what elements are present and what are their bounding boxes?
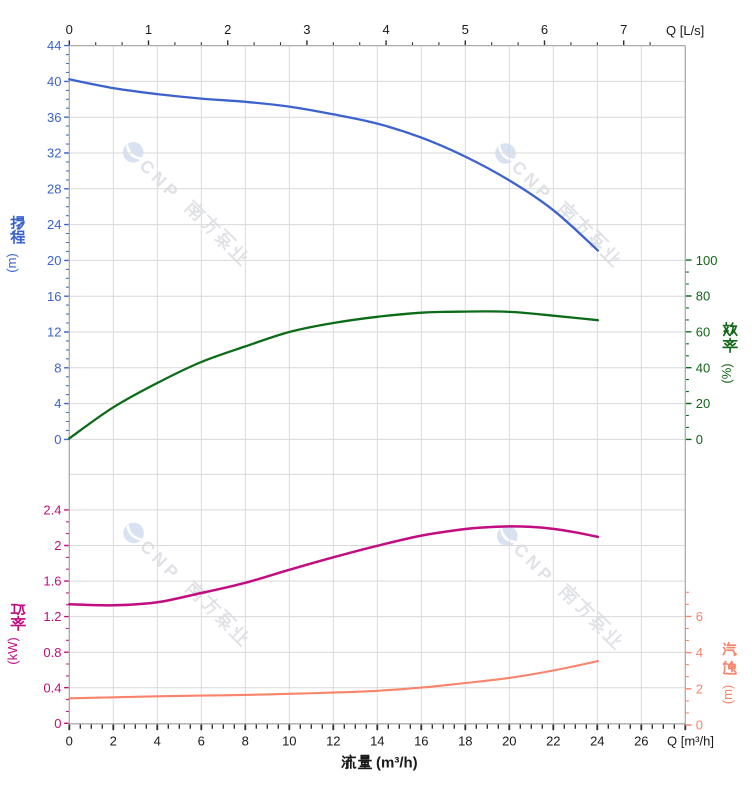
svg-text:18: 18: [458, 734, 472, 749]
svg-text:12: 12: [326, 734, 340, 749]
svg-text:4: 4: [54, 396, 61, 411]
svg-text:20: 20: [502, 734, 516, 749]
svg-text:20: 20: [47, 253, 61, 268]
svg-text:6: 6: [696, 609, 703, 624]
svg-text:40: 40: [696, 360, 710, 375]
svg-text:0: 0: [54, 716, 61, 731]
svg-text:14: 14: [370, 734, 384, 749]
svg-text:22: 22: [546, 734, 560, 749]
svg-text:8: 8: [54, 360, 61, 375]
svg-text:0: 0: [66, 22, 73, 37]
svg-text:16: 16: [414, 734, 428, 749]
svg-text:(%): (%): [719, 363, 734, 383]
svg-text:8: 8: [242, 734, 249, 749]
svg-text:32: 32: [47, 146, 61, 161]
svg-text:80: 80: [696, 289, 710, 304]
svg-text:60: 60: [696, 324, 710, 339]
svg-text:44: 44: [47, 38, 61, 53]
svg-text:24: 24: [590, 734, 604, 749]
svg-text:4: 4: [696, 645, 703, 660]
svg-text:1.2: 1.2: [43, 609, 61, 624]
svg-text:0: 0: [66, 734, 73, 749]
svg-text:(m³/h): (m³/h): [376, 755, 418, 772]
svg-text:0: 0: [696, 432, 703, 447]
svg-text:(kW): (kW): [5, 637, 20, 664]
svg-text:(m): (m): [720, 685, 735, 705]
svg-text:0: 0: [54, 432, 61, 447]
svg-text:16: 16: [47, 289, 61, 304]
svg-text:36: 36: [47, 110, 61, 125]
svg-text:0: 0: [696, 718, 703, 733]
svg-text:3: 3: [303, 22, 310, 37]
svg-text:6: 6: [541, 22, 548, 37]
svg-text:20: 20: [696, 396, 710, 411]
svg-text:1: 1: [145, 22, 152, 37]
svg-text:40: 40: [47, 74, 61, 89]
svg-text:2: 2: [696, 681, 703, 696]
svg-text:5: 5: [462, 22, 469, 37]
svg-text:2: 2: [110, 734, 117, 749]
svg-text:(m): (m): [4, 253, 19, 273]
svg-text:28: 28: [47, 181, 61, 196]
svg-text:26: 26: [634, 734, 648, 749]
svg-text:24: 24: [47, 217, 61, 232]
svg-text:0.8: 0.8: [43, 645, 61, 660]
svg-text:2.4: 2.4: [43, 503, 61, 518]
svg-text:4: 4: [154, 734, 161, 749]
svg-text:6: 6: [198, 734, 205, 749]
svg-text:Q [L/s]: Q [L/s]: [666, 23, 704, 38]
svg-text:100: 100: [696, 253, 718, 268]
svg-text:10: 10: [282, 734, 296, 749]
svg-text:0.4: 0.4: [43, 680, 61, 695]
svg-text:7: 7: [620, 22, 627, 37]
svg-text:2: 2: [54, 538, 61, 553]
svg-text:Q [m³/h]: Q [m³/h]: [667, 734, 714, 749]
svg-text:2: 2: [224, 22, 231, 37]
svg-text:1.6: 1.6: [43, 574, 61, 589]
svg-text:12: 12: [47, 325, 61, 340]
svg-text:4: 4: [382, 22, 389, 37]
